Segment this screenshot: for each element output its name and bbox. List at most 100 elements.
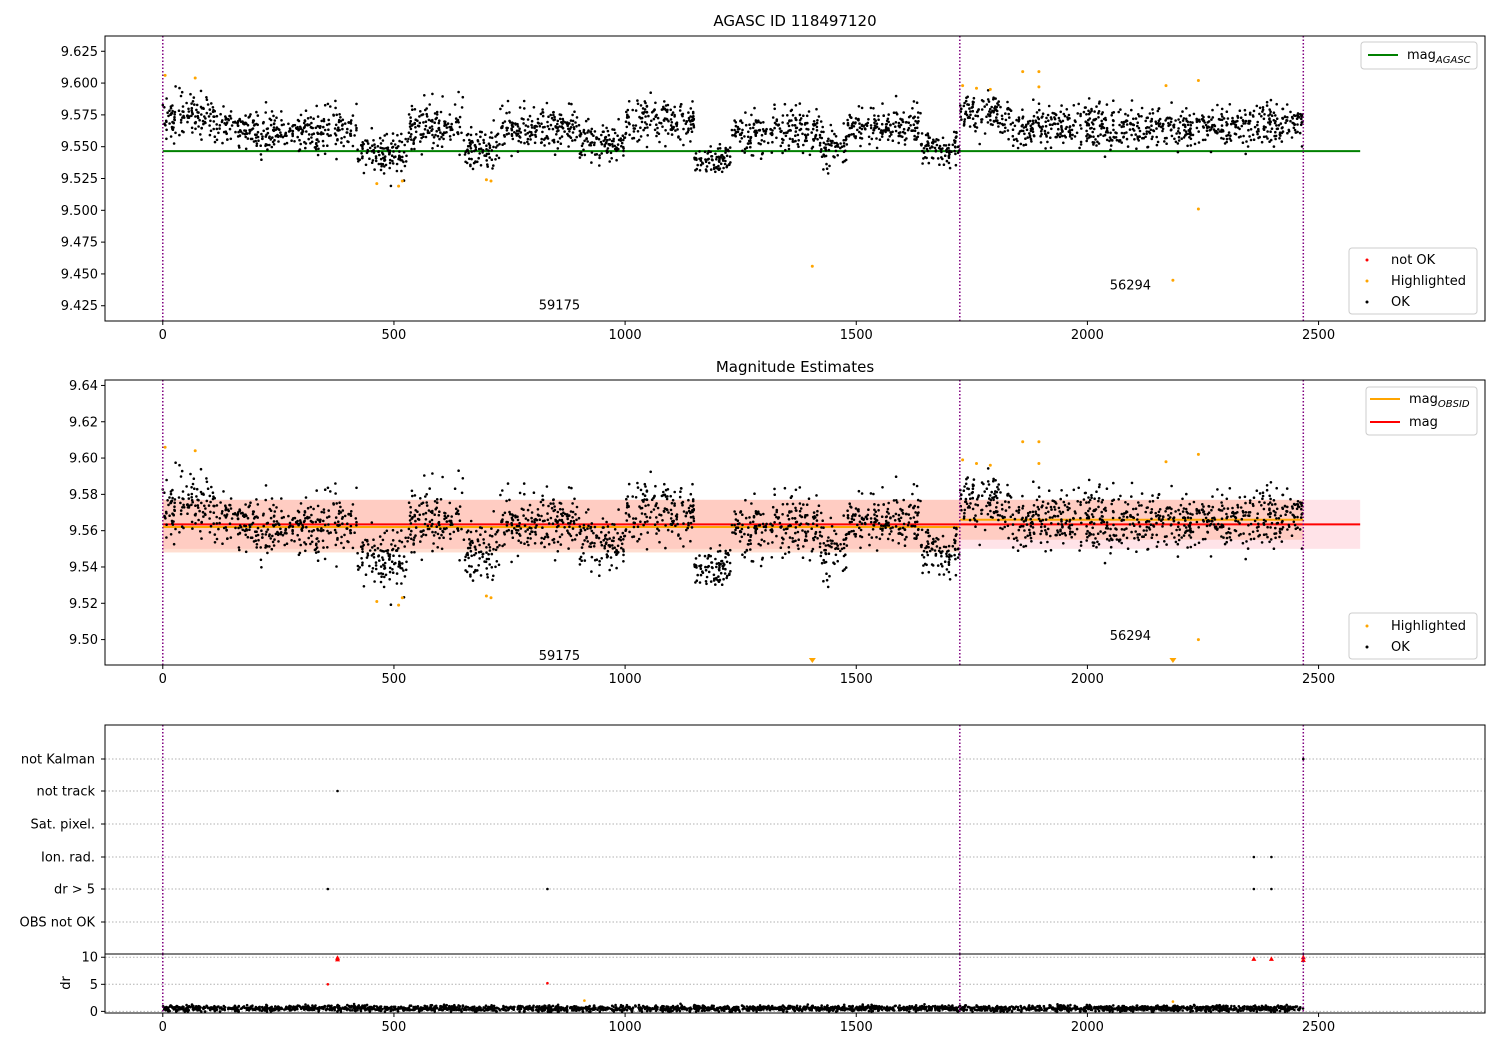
ok-point [333, 528, 337, 532]
ok-point [1089, 127, 1092, 130]
ok-point [613, 128, 616, 131]
ok-point [796, 544, 800, 547]
ok-point [817, 115, 821, 118]
ok-point [971, 484, 975, 488]
ok-point [1030, 140, 1033, 143]
ok-point [418, 504, 421, 507]
ok-point [378, 136, 382, 140]
ok-point [1122, 120, 1126, 124]
ok-point [484, 133, 487, 136]
ok-point [867, 508, 870, 512]
ok-point [499, 493, 502, 497]
ok-point [181, 490, 185, 493]
ok-point [453, 487, 457, 491]
ok-point [1061, 119, 1065, 123]
ok-point [715, 565, 718, 569]
ok-point [744, 516, 748, 520]
ok-point [484, 530, 487, 533]
ok-point [305, 130, 308, 133]
ok-point [1039, 141, 1043, 144]
ok-point [871, 131, 875, 135]
ok-point [717, 164, 720, 168]
ok-point [164, 124, 167, 127]
ok-point [691, 122, 695, 126]
ok-point [181, 506, 184, 509]
ok-point [208, 494, 212, 498]
ok-point [431, 509, 434, 513]
ok-point [450, 521, 453, 524]
ok-point [913, 504, 916, 508]
ok-point [424, 108, 427, 112]
ok-point [803, 530, 807, 534]
ok-point [209, 129, 213, 133]
ok-point [667, 511, 670, 514]
ok-point [656, 131, 659, 134]
ok-point [775, 510, 778, 514]
ok-point [672, 125, 675, 129]
ok-point [572, 519, 576, 523]
ok-point [215, 504, 219, 507]
ok-point [561, 117, 565, 121]
ok-point [940, 562, 943, 566]
ok-point [1229, 134, 1232, 137]
ok-point [204, 117, 207, 120]
ok-point [631, 495, 634, 498]
ok-point [410, 551, 413, 554]
ok-point [593, 153, 597, 156]
ok-point [230, 517, 234, 520]
ok-point [327, 118, 331, 122]
ok-point [445, 520, 449, 523]
ok-point [971, 117, 975, 120]
ok-point [1211, 516, 1214, 520]
ok-point [820, 136, 824, 140]
ok-point [528, 532, 532, 536]
ok-point [431, 472, 434, 475]
ok-point [1137, 139, 1140, 142]
ok-point [658, 540, 661, 544]
ok-point [275, 126, 279, 129]
ok-point [187, 110, 191, 113]
ok-point [799, 117, 803, 120]
ok-point [372, 556, 376, 559]
ok-point [517, 539, 520, 542]
ok-point [1056, 122, 1060, 126]
ok-point [590, 555, 594, 559]
ok-point [884, 519, 888, 523]
ok-point [275, 506, 278, 509]
ok-point [844, 553, 847, 556]
ok-point [532, 491, 536, 495]
ok-point [443, 514, 447, 518]
ok-point [759, 157, 763, 160]
ok-point [326, 102, 330, 106]
ok-point [357, 160, 360, 163]
ok-point [307, 133, 311, 136]
ok-point [709, 145, 712, 148]
ok-point [734, 528, 737, 532]
ok-point [310, 121, 313, 125]
ok-point [314, 551, 318, 554]
ok-point [943, 154, 947, 157]
ok-point [583, 132, 587, 135]
ok-point [872, 129, 876, 132]
ok-point [412, 538, 416, 542]
ok-point [212, 511, 216, 514]
ok-point [540, 141, 543, 144]
ok-point [781, 541, 784, 545]
ok-point [670, 530, 674, 533]
ok-point [915, 484, 919, 488]
ok-point [340, 137, 343, 140]
ok-point [608, 138, 611, 141]
ok-point [496, 545, 499, 549]
ok-point [405, 560, 408, 564]
ok-point [646, 520, 649, 523]
ok-point [909, 503, 912, 507]
ok-point [270, 145, 274, 149]
ok-point [379, 142, 383, 145]
ok-point [794, 130, 798, 133]
ok-point [179, 118, 183, 122]
ok-point [405, 154, 408, 158]
ok-point [304, 542, 308, 546]
ok-point [325, 516, 329, 519]
ok-point [1218, 130, 1222, 133]
ok-point [431, 530, 434, 534]
